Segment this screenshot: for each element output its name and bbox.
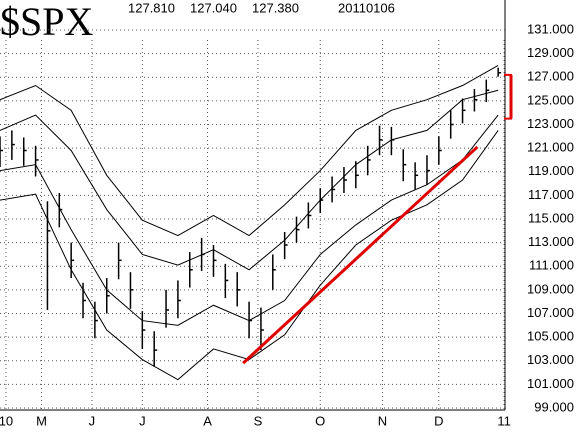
stat-close: 127.380 bbox=[252, 0, 299, 15]
x-tick-label: A bbox=[203, 413, 212, 428]
band-line bbox=[0, 130, 499, 381]
y-tick-label: 119.000 bbox=[528, 163, 574, 178]
y-tick-label: 99.000 bbox=[534, 399, 574, 414]
x-tick-label: D bbox=[434, 413, 443, 428]
y-tick-label: 115.000 bbox=[528, 210, 574, 225]
x-tick-label: M bbox=[36, 413, 47, 428]
trendline bbox=[242, 145, 479, 365]
y-tick-label: 109.000 bbox=[527, 281, 574, 296]
y-tick-label: 129.000 bbox=[527, 45, 574, 60]
band-line bbox=[0, 114, 499, 326]
x-tick-label: J bbox=[139, 413, 146, 428]
x-tick-label: S bbox=[254, 413, 263, 428]
y-tick-label: 123.000 bbox=[527, 116, 574, 131]
band-line bbox=[0, 65, 499, 237]
x-tick-label: J bbox=[89, 413, 96, 428]
y-tick-label: 127.000 bbox=[527, 69, 574, 84]
stat-high: 127.810 bbox=[128, 0, 175, 15]
date: 20110106 bbox=[338, 0, 395, 15]
y-tick-label: 101.000 bbox=[527, 376, 574, 391]
y-tick-label: 125.000 bbox=[527, 92, 574, 107]
x-tick-label: 10 bbox=[0, 413, 13, 428]
band-line bbox=[0, 89, 499, 271]
y-tick-label: 105.000 bbox=[527, 329, 574, 344]
x-tick-label: O bbox=[315, 413, 325, 428]
x-tick-label: 11 bbox=[497, 413, 511, 428]
y-tick-label: 113.000 bbox=[528, 234, 574, 249]
y-tick-label: 117.000 bbox=[528, 187, 574, 202]
chart-title: $SPX bbox=[0, 0, 93, 44]
y-tick-label: 131.000 bbox=[527, 21, 574, 36]
x-tick-label: N bbox=[378, 413, 387, 428]
y-tick-label: 107.000 bbox=[527, 305, 574, 320]
y-tick-label: 111.000 bbox=[529, 258, 574, 273]
y-tick-label: 121.000 bbox=[527, 140, 574, 155]
stat-low: 127.040 bbox=[190, 0, 237, 15]
y-tick-label: 103.000 bbox=[527, 352, 574, 367]
